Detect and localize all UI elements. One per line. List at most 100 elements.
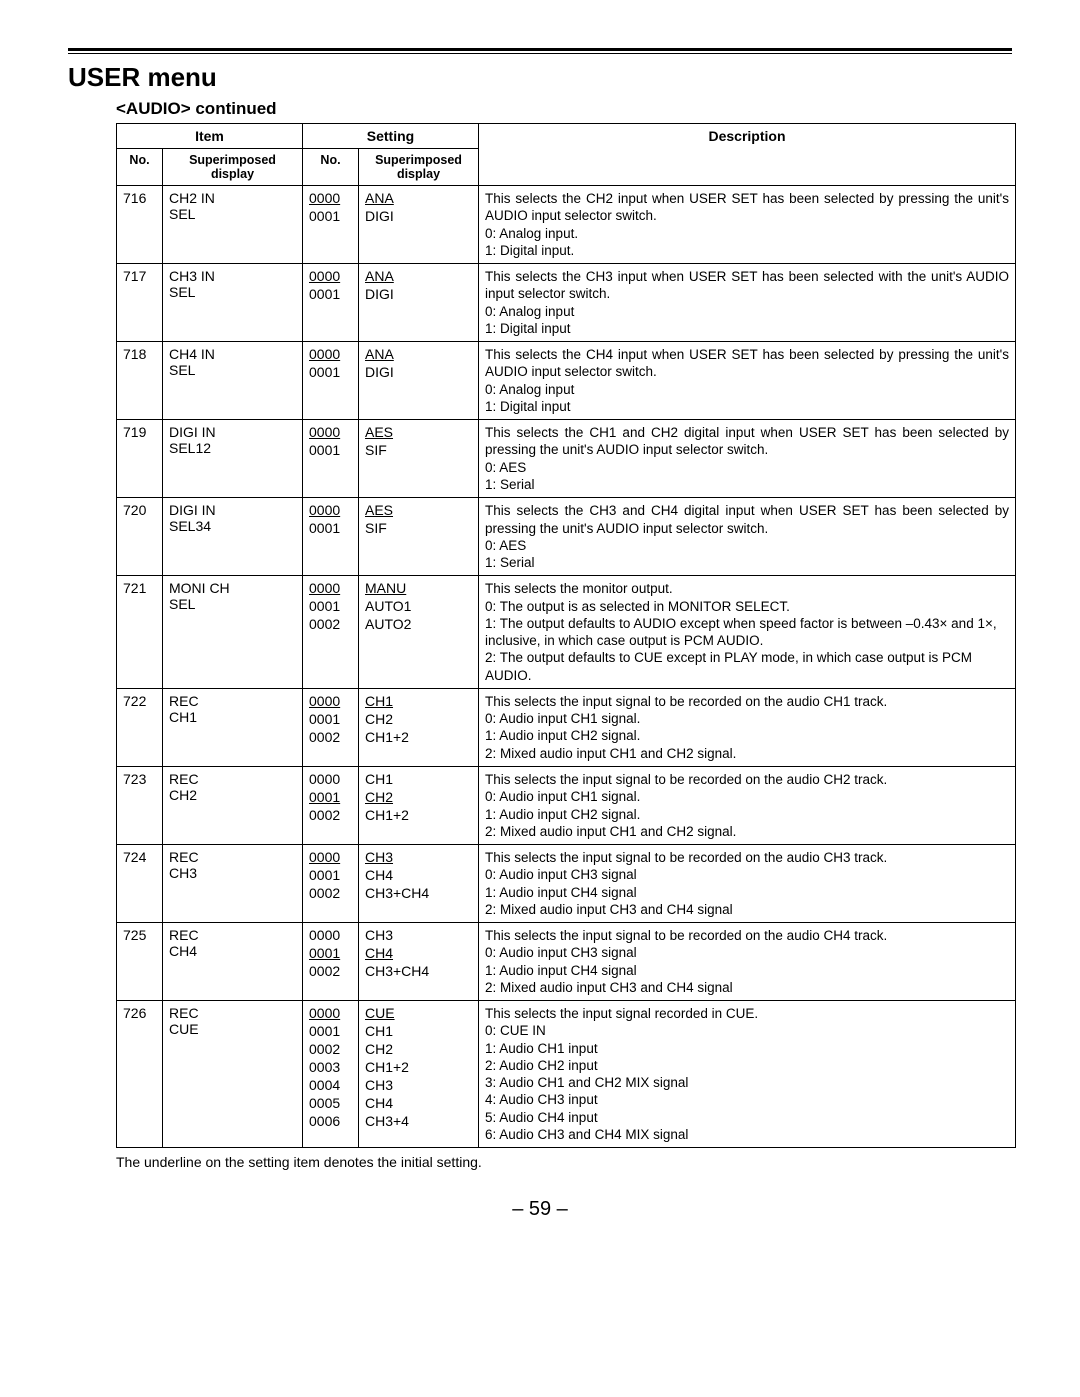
setting-display: CH4 [365,945,472,963]
setting-no: 0001 [309,789,352,807]
display-label: display [397,167,440,181]
section-title: <AUDIO> continued [116,99,1012,119]
description-cell: This selects the input signal to be reco… [479,845,1016,923]
setting-display: CH1+2 [365,729,472,747]
setting-display: CH3 [365,849,472,867]
setting-display-cell: ANADIGI [359,342,479,420]
setting-display: ANA [365,346,472,364]
setting-no-cell: 00000001 [303,498,359,576]
setting-no: 0000 [309,1005,352,1023]
col-header-item: Item [117,124,303,149]
description-line: 0: The output is as selected in MONITOR … [485,598,1009,615]
setting-no-cell: 000000010002 [303,923,359,1001]
description-line: 0: Audio input CH1 signal. [485,710,1009,727]
setting-display: SIF [365,520,472,538]
setting-display: CH3+CH4 [365,963,472,981]
description-line: 5: Audio CH4 input [485,1109,1009,1126]
setting-display: CH1 [365,1023,472,1041]
setting-display: CH3+CH4 [365,885,472,903]
description-lead: This selects the input signal to be reco… [485,849,1009,866]
table-row: 717CH3 INSEL00000001ANADIGIThis selects … [117,264,1016,342]
setting-no: 0001 [309,1023,352,1041]
description-line: 2: Audio CH2 input [485,1057,1009,1074]
table-row: 724RECCH3000000010002CH3CH4CH3+CH4This s… [117,845,1016,923]
description-line: 0: Audio input CH3 signal [485,866,1009,883]
setting-display: DIGI [365,286,472,304]
item-name: CH4 INSEL [163,342,303,420]
setting-no: 0000 [309,849,352,867]
setting-no: 0001 [309,520,352,538]
setting-no-cell: 000000010002 [303,845,359,923]
description-lead: This selects the input signal to be reco… [485,927,1009,944]
footnote: The underline on the setting item denote… [116,1154,1012,1170]
description-lead: This selects the CH1 and CH2 digital inp… [485,424,1009,459]
col-header-no: No. [117,149,163,186]
setting-display: ANA [365,190,472,208]
setting-display: SIF [365,442,472,460]
setting-display: CH2 [365,711,472,729]
description-lead: This selects the monitor output. [485,580,1009,597]
description-lead: This selects the input signal recorded i… [485,1005,1009,1022]
setting-display: CH2 [365,1041,472,1059]
setting-no: 0001 [309,286,352,304]
description-cell: This selects the input signal to be reco… [479,688,1016,766]
setting-display-cell: AESSIF [359,498,479,576]
page-title: USER menu [68,62,1012,93]
setting-no: 0000 [309,424,352,442]
setting-display: CUE [365,1005,472,1023]
description-cell: This selects the CH4 input when USER SET… [479,342,1016,420]
item-name: CH3 INSEL [163,264,303,342]
setting-no: 0000 [309,580,352,598]
item-name: RECCUE [163,1001,303,1148]
setting-display: CH4 [365,867,472,885]
setting-no: 0002 [309,1041,352,1059]
description-line: 0: Analog input. [485,225,1009,242]
table-row: 719DIGI INSEL1200000001AESSIFThis select… [117,420,1016,498]
superimposed-label: Superimposed [189,153,276,167]
description-line: 3: Audio CH1 and CH2 MIX signal [485,1074,1009,1091]
item-name: RECCH4 [163,923,303,1001]
setting-no: 0001 [309,364,352,382]
description-line: 0: CUE IN [485,1022,1009,1039]
setting-no: 0000 [309,346,352,364]
setting-display-cell: CH1CH2CH1+2 [359,766,479,844]
description-line: 0: AES [485,459,1009,476]
table-row: 726RECCUE0000000100020003000400050006CUE… [117,1001,1016,1148]
item-name: CH2 INSEL [163,186,303,264]
setting-no: 0001 [309,598,352,616]
setting-display: CH3 [365,1077,472,1095]
setting-no: 0004 [309,1077,352,1095]
item-no: 718 [117,342,163,420]
setting-display: ANA [365,268,472,286]
description-lead: This selects the input signal to be reco… [485,693,1009,710]
setting-display-cell: CH3CH4CH3+CH4 [359,845,479,923]
description-line: 0: Analog input [485,381,1009,398]
description-line: 2: Mixed audio input CH1 and CH2 signal. [485,745,1009,762]
description-lead: This selects the CH2 input when USER SET… [485,190,1009,225]
item-name: DIGI INSEL34 [163,498,303,576]
setting-display: CH1+2 [365,807,472,825]
menu-table: Item Setting Description No. Superimpose… [116,123,1016,1148]
description-cell: This selects the CH3 and CH4 digital inp… [479,498,1016,576]
setting-no: 0002 [309,807,352,825]
setting-no: 0000 [309,771,352,789]
setting-no: 0005 [309,1095,352,1113]
table-row: 716CH2 INSEL00000001ANADIGIThis selects … [117,186,1016,264]
description-line: 1: Audio input CH2 signal. [485,727,1009,744]
setting-no: 0003 [309,1059,352,1077]
description-lead: This selects the input signal to be reco… [485,771,1009,788]
description-line: 2: Mixed audio input CH3 and CH4 signal [485,901,1009,918]
item-no: 716 [117,186,163,264]
setting-no: 0000 [309,502,352,520]
col-header-setting-superimposed: Superimposed display [359,149,479,186]
description-line: 6: Audio CH3 and CH4 MIX signal [485,1126,1009,1143]
setting-display: AUTO1 [365,598,472,616]
description-line: 0: Audio input CH3 signal [485,944,1009,961]
description-line: 1: The output defaults to AUDIO except w… [485,615,1009,650]
setting-display: CH1+2 [365,1059,472,1077]
description-line: 1: Digital input [485,320,1009,337]
setting-no-cell: 0000000100020003000400050006 [303,1001,359,1148]
table-row: 720DIGI INSEL3400000001AESSIFThis select… [117,498,1016,576]
col-header-description: Description [479,124,1016,186]
setting-display-cell: AESSIF [359,420,479,498]
